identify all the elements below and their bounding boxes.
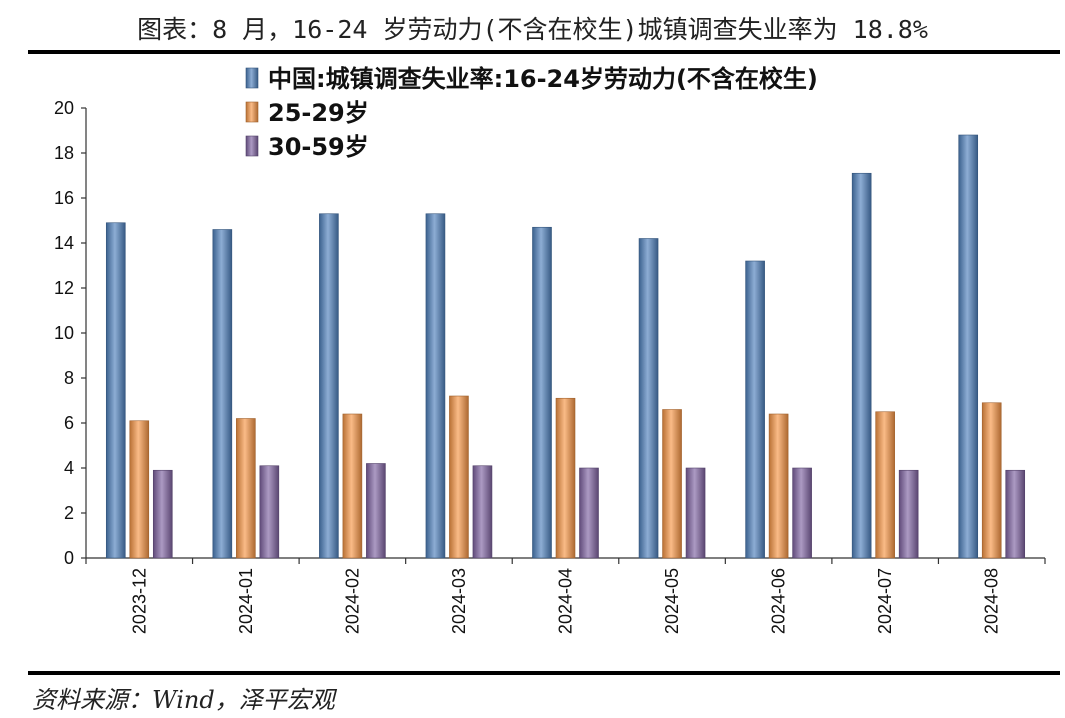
y-tick-label: 0	[64, 548, 74, 568]
legend: 中国:城镇调查失业率:16-24岁劳动力(不含在校生) 25-29岁 30-59岁	[245, 65, 818, 161]
bar	[685, 467, 706, 559]
bar	[472, 465, 493, 559]
y-tick-label: 2	[64, 503, 74, 523]
top-rule	[28, 50, 1060, 54]
bottom-rule	[28, 671, 1060, 675]
bar	[792, 467, 812, 559]
bar	[555, 397, 576, 559]
legend-swatch	[245, 67, 259, 89]
x-tick-label: 2024-04	[556, 568, 576, 634]
bar	[129, 420, 150, 559]
bar	[1005, 469, 1026, 559]
x-tick-label: 2024-08	[982, 568, 1002, 634]
y-tick-label: 16	[54, 188, 74, 208]
y-tick-label: 4	[64, 458, 74, 478]
y-axis: 0 2 4 6 8 10 12 14 16 18 20	[54, 98, 87, 568]
bar	[638, 238, 659, 559]
y-tick-label: 20	[54, 98, 74, 118]
bar	[366, 463, 386, 559]
source-note: 资料来源：Wind，泽平宏观	[32, 686, 335, 714]
legend-label: 30-59岁	[268, 133, 369, 161]
legend-label: 25-29岁	[268, 99, 369, 127]
legend-label: 中国:城镇调查失业率:16-24岁劳动力(不含在校生)	[268, 65, 818, 93]
y-tick-label: 12	[54, 278, 74, 298]
y-tick-label: 6	[64, 413, 74, 433]
bar	[152, 469, 173, 559]
bar	[319, 213, 339, 559]
y-tick-label: 8	[64, 368, 74, 388]
bar	[745, 260, 765, 559]
bar	[532, 226, 552, 559]
bar	[342, 413, 363, 559]
bar	[105, 222, 126, 559]
bar	[236, 418, 256, 559]
bar	[662, 409, 682, 559]
x-tick-label: 2024-05	[662, 568, 682, 634]
x-tick-label: 2024-01	[236, 568, 256, 634]
bar	[768, 413, 789, 559]
bar	[259, 465, 280, 559]
bar	[851, 172, 872, 559]
legend-swatch	[245, 135, 259, 157]
bar	[898, 469, 919, 559]
bar	[875, 411, 895, 559]
bar	[981, 402, 1002, 559]
bar	[425, 213, 446, 559]
bar	[579, 467, 599, 559]
legend-swatch	[245, 101, 259, 123]
x-axis: 2023-12 2024-01 2024-02 2024-03 2024-04 2024-…	[85, 557, 1046, 634]
bar	[212, 229, 233, 559]
bar	[958, 134, 979, 559]
x-tick-label: 2024-02	[342, 568, 362, 634]
bar	[449, 395, 469, 559]
x-tick-label: 2024-03	[449, 568, 469, 634]
x-tick-label: 2024-06	[769, 568, 789, 634]
x-tick-label: 2024-07	[875, 568, 895, 634]
figure-title: 图表：8 月，16-24 岁劳动力(不含在校生)城镇调查失业率为 18.8%	[137, 15, 928, 44]
y-tick-label: 10	[54, 323, 74, 343]
y-tick-label: 14	[54, 233, 74, 253]
x-tick-label: 2023-12	[129, 568, 149, 634]
bars	[105, 134, 1026, 559]
y-tick-label: 18	[54, 143, 74, 163]
